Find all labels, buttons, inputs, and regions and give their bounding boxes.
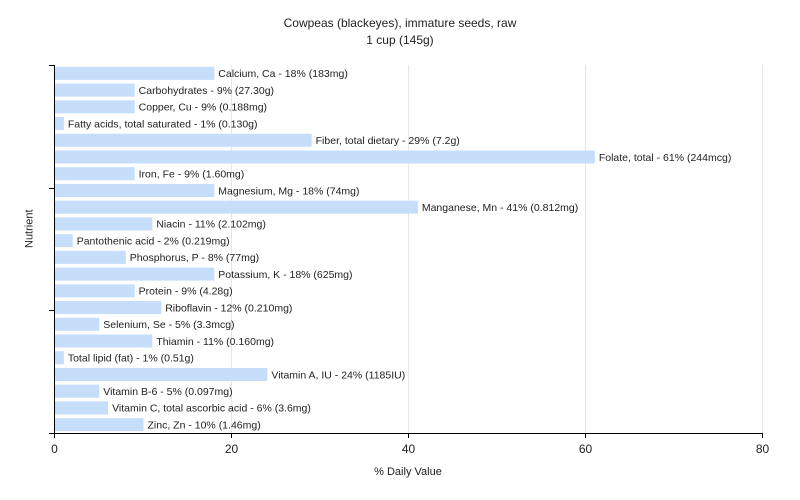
x-tick-label: 0 [51, 442, 58, 456]
bar-data-label: Phosphorus, P - 8% (77mg) [130, 252, 259, 264]
x-axis-label: % Daily Value [374, 466, 442, 478]
bar [55, 183, 215, 197]
bar [55, 401, 109, 415]
y-axis-label: Nutrient [23, 209, 36, 248]
bar-data-label: Selenium, Se - 5% (3.3mcg) [103, 319, 234, 331]
bar [55, 133, 312, 147]
bar-data-label: Vitamin B-6 - 5% (0.097mg) [103, 386, 232, 398]
bar-data-label: Zinc, Zn - 10% (1.46mg) [148, 419, 261, 431]
bar [55, 284, 135, 298]
bar-data-label: Calcium, Ca - 18% (183mg) [218, 68, 348, 80]
bar-data-label: Copper, Cu - 9% (0.188mg) [139, 102, 267, 114]
bar-data-label: Folate, total - 61% (244mcg) [599, 152, 731, 164]
bar [55, 217, 153, 231]
chart-title: Cowpeas (blackeyes), immature seeds, raw [283, 16, 517, 30]
bar [55, 200, 418, 214]
bar-data-label: Carbohydrates - 9% (27.30g) [139, 85, 274, 97]
bar-data-label: Magnesium, Mg - 18% (74mg) [218, 185, 359, 197]
bar-data-label: Pantothenic acid - 2% (0.219mg) [77, 235, 230, 247]
bar-data-label: Iron, Fe - 9% (1.60mg) [139, 169, 245, 181]
bar [55, 351, 64, 365]
x-tick-label: 60 [579, 442, 593, 456]
bar [55, 267, 215, 281]
bar-data-label: Manganese, Mn - 41% (0.812mg) [422, 202, 578, 214]
bar-data-label: Riboflavin - 12% (0.210mg) [165, 302, 292, 314]
bar [55, 150, 595, 164]
bar [55, 83, 135, 97]
x-tick-label: 20 [225, 442, 239, 456]
bar-data-label: Total lipid (fat) - 1% (0.51g) [68, 353, 194, 365]
bar-data-label: Vitamin C, total ascorbic acid - 6% (3.6… [112, 403, 311, 415]
bar-data-label: Potassium, K - 18% (625mg) [218, 269, 352, 281]
bar-data-label: Thiamin - 11% (0.160mg) [156, 336, 274, 348]
bar [55, 334, 153, 348]
bar-data-label: Fiber, total dietary - 29% (7.2g) [316, 135, 460, 147]
bar [55, 418, 144, 432]
bar [55, 234, 73, 248]
bar-data-label: Vitamin A, IU - 24% (1185IU) [271, 369, 405, 381]
bar [55, 66, 215, 80]
bar [55, 100, 135, 114]
bar [55, 117, 64, 131]
bar-data-label: Fatty acids, total saturated - 1% (0.130… [68, 118, 258, 130]
bar [55, 317, 100, 331]
bar [55, 250, 126, 264]
x-tick-label: 40 [402, 442, 416, 456]
bar-data-label: Niacin - 11% (2.102mg) [156, 219, 266, 231]
bar [55, 167, 135, 181]
chart-subtitle: 1 cup (145g) [366, 33, 434, 47]
bar-data-label: Protein - 9% (4.28g) [139, 286, 233, 298]
bar [55, 367, 268, 381]
bar [55, 301, 162, 315]
bar [55, 384, 100, 398]
x-tick-label: 80 [756, 442, 770, 456]
